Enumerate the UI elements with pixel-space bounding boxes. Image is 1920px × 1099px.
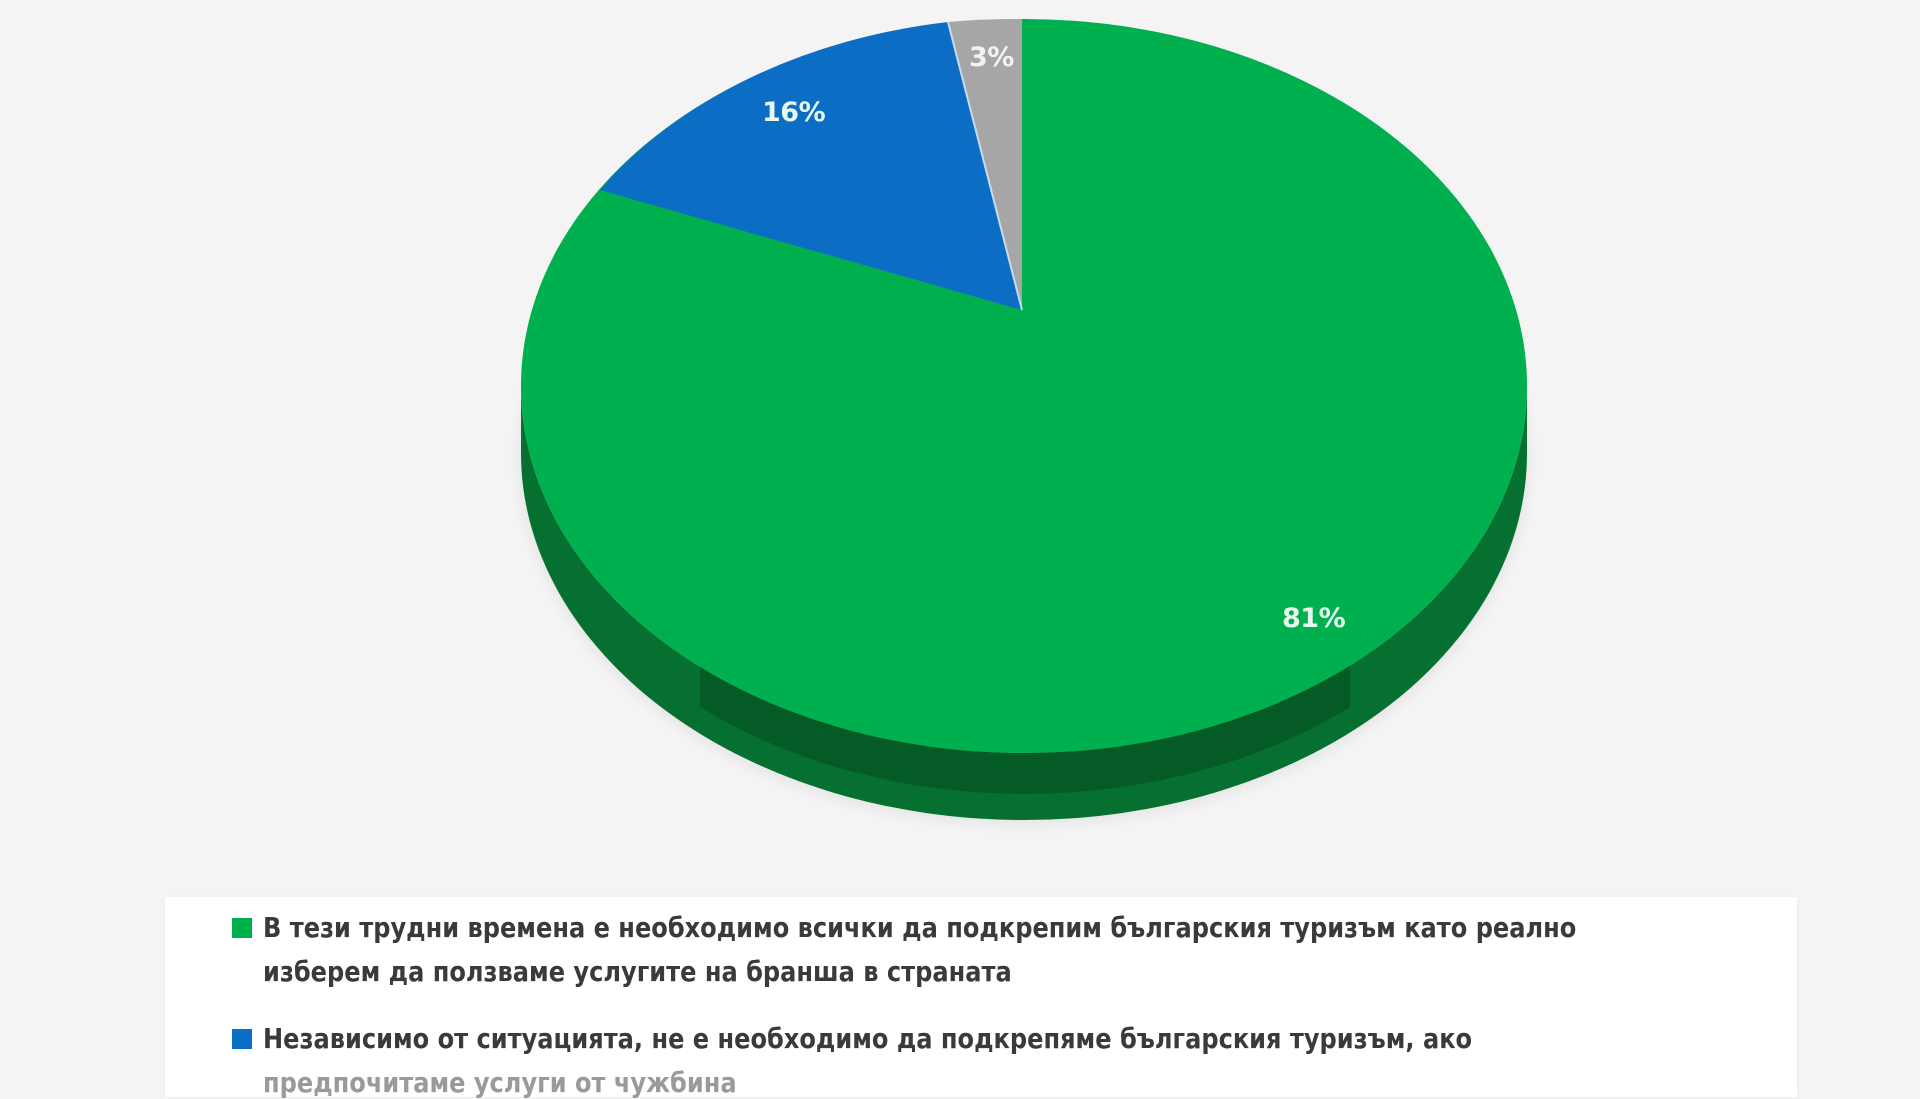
legend-text-line: В тези трудни времена е необходимо всичк… [263, 911, 1577, 944]
legend-text-line: предпочитаме услуги от чужбина [263, 1066, 737, 1099]
legend-swatch-blue-icon [232, 1029, 252, 1049]
slice-separator [947, 21, 1023, 311]
pie-side-green-dark [700, 640, 1350, 794]
legend-text-line: Независимо от ситуацията, не е необходим… [263, 1022, 1473, 1055]
label-green-percent: 81% [1282, 603, 1346, 634]
chart-legend: В тези трудни времена е необходимо всичк… [165, 897, 1797, 1099]
legend-text-line: изберем да ползваме услугите на бранша в… [263, 955, 1012, 988]
pie-slice-blue[interactable] [600, 22, 1022, 310]
legend-swatch-green-icon [232, 918, 252, 938]
pie-chart [519, 18, 1529, 825]
label-gray-percent: 3% [969, 42, 1014, 73]
label-blue-percent: 16% [762, 97, 826, 128]
